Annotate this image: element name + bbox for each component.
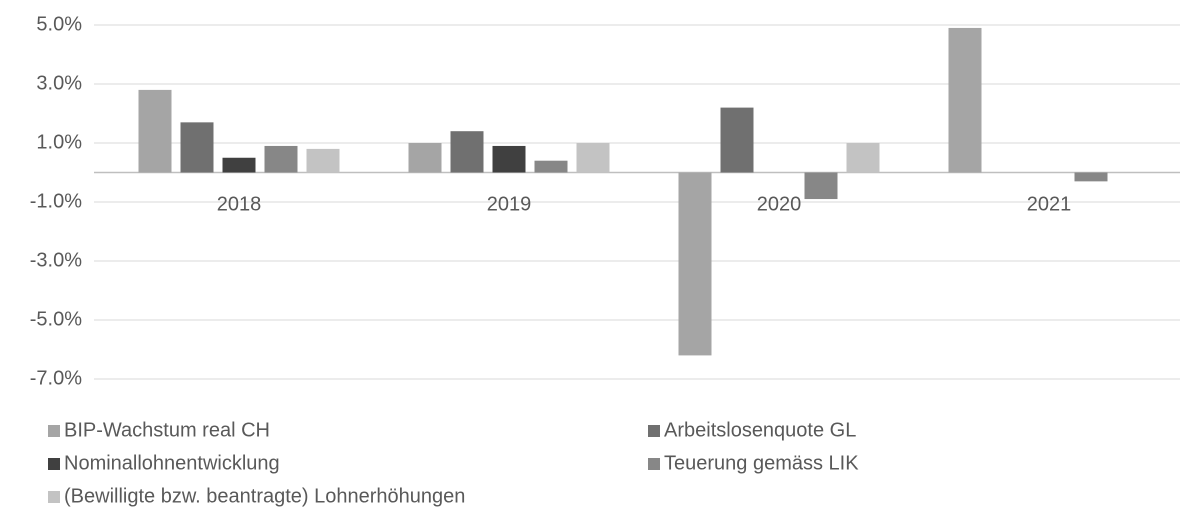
bar: [804, 172, 838, 200]
bar: [492, 145, 526, 173]
x-tick-label: 2020: [757, 193, 802, 215]
y-tick-label: -7.0%: [30, 367, 82, 389]
bar: [450, 131, 484, 173]
y-tick-label: -5.0%: [30, 308, 82, 330]
bar: [534, 160, 568, 173]
bar: [576, 143, 610, 173]
bar: [720, 107, 754, 173]
legend-label: Arbeitslosenquote GL: [664, 419, 856, 441]
y-tick-label: 1.0%: [36, 131, 82, 153]
bar: [408, 143, 442, 173]
legend-swatch: [648, 458, 660, 470]
x-tick-label: 2021: [1027, 193, 1072, 215]
legend-label: Nominallohnentwicklung: [64, 452, 280, 474]
legend-label: BIP-Wachstum real CH: [64, 419, 270, 441]
legend-label: Teuerung gemäss LIK: [664, 452, 859, 474]
bar: [678, 172, 712, 356]
bar: [264, 145, 298, 173]
bar: [222, 157, 256, 173]
bar: [180, 122, 214, 173]
y-tick-label: 3.0%: [36, 72, 82, 94]
legend-swatch: [48, 425, 60, 437]
legend-swatch: [648, 425, 660, 437]
y-tick-label: -1.0%: [30, 190, 82, 212]
bar: [306, 148, 340, 173]
bar: [1074, 172, 1108, 182]
y-tick-label: 5.0%: [36, 13, 82, 35]
bar: [138, 89, 172, 173]
x-tick-label: 2018: [217, 193, 262, 215]
y-tick-label: -3.0%: [30, 249, 82, 271]
legend-swatch: [48, 458, 60, 470]
bar: [846, 143, 880, 173]
legend-label: (Bewilligte bzw. beantragte) Lohnerhöhun…: [64, 485, 465, 507]
bar: [948, 27, 982, 173]
x-tick-label: 2019: [487, 193, 532, 215]
legend-swatch: [48, 491, 60, 503]
